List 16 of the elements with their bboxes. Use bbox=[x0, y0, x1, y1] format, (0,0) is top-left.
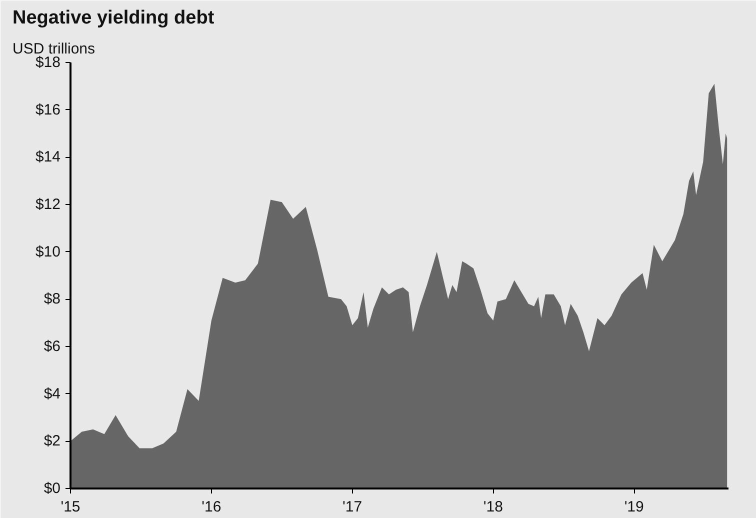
y-tick-label: $6 bbox=[44, 338, 61, 355]
chart-title: Negative yielding debt bbox=[12, 8, 215, 28]
x-tick-label: '18 bbox=[483, 498, 503, 516]
x-tick-label: '17 bbox=[342, 498, 362, 516]
y-tick-label: $14 bbox=[35, 148, 61, 166]
x-tick-label: '15 bbox=[60, 498, 80, 516]
y-tick-label: $4 bbox=[44, 385, 61, 402]
y-tick-label: $12 bbox=[35, 196, 61, 213]
y-tick-label: $2 bbox=[44, 432, 61, 450]
y-tick-label: $10 bbox=[35, 243, 61, 260]
x-tick-label: '16 bbox=[202, 498, 222, 516]
y-tick-label: $8 bbox=[44, 290, 61, 308]
y-tick-label: $0 bbox=[44, 480, 61, 497]
y-tick-label: $16 bbox=[35, 101, 61, 118]
y-tick-label: $18 bbox=[35, 54, 61, 71]
x-tick-label: '19 bbox=[624, 498, 644, 516]
